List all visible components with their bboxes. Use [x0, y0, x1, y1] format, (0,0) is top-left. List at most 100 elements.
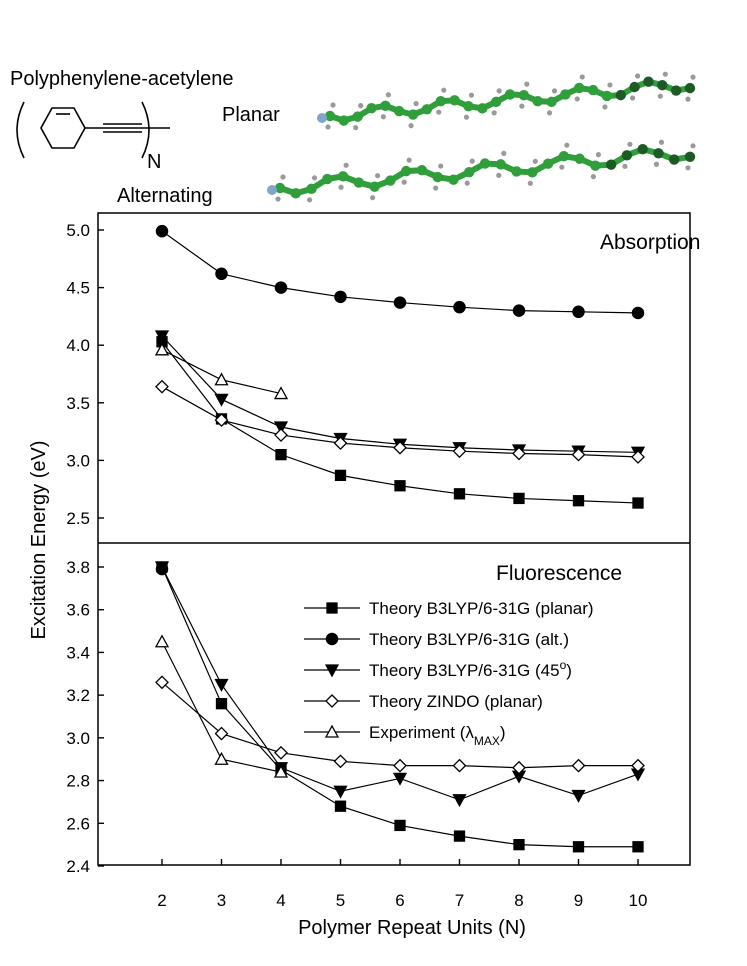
carbon-atom — [394, 105, 405, 117]
carbon-atom — [449, 95, 460, 106]
repeat-label: N — [147, 151, 161, 173]
data-point — [394, 480, 406, 492]
hydrogen-atom — [353, 125, 359, 131]
carbon-atom — [306, 183, 317, 195]
hydrogen-atom — [627, 141, 633, 147]
x-tick-label: 4 — [276, 891, 285, 910]
hydrogen-atom — [463, 114, 470, 120]
data-point — [571, 447, 586, 462]
legend-item-4: Theory ZINDO (planar) — [304, 692, 543, 711]
y-tick-label: 3.2 — [66, 686, 90, 705]
hydrogen-atom — [436, 109, 442, 115]
carbon-atom — [653, 148, 664, 159]
x-tick-label: 8 — [514, 891, 523, 910]
data-point — [631, 306, 645, 320]
carbon-atom — [369, 181, 380, 192]
y-tick-label: 5.0 — [66, 221, 90, 240]
hydrogen-atom — [385, 92, 391, 98]
carbon-atom — [490, 96, 502, 108]
hydrogen-atom — [413, 101, 419, 107]
hydrogen-atom — [657, 93, 663, 99]
carbon-atom — [605, 159, 617, 170]
hydrogen-atom — [325, 124, 331, 130]
series-experiment-max — [154, 342, 289, 400]
data-point — [631, 758, 645, 773]
hydrogen-atom — [630, 95, 636, 101]
legend-item-2: Theory B3LYP/6-31G (alt.) — [304, 630, 569, 649]
hydrogen-atom — [501, 150, 507, 156]
y-axis-title: Excitation Energy (eV) — [28, 441, 50, 640]
hydrogen-atom — [532, 158, 538, 164]
hydrogen-atom — [468, 92, 475, 98]
carbon-atom — [574, 82, 585, 94]
y-tick-label: 3.4 — [66, 643, 90, 662]
hydrogen-atom — [370, 195, 376, 201]
carbon-atom — [324, 110, 336, 122]
data-point — [154, 561, 170, 575]
phenyl-ring — [40, 107, 86, 149]
hydrogen-atom — [464, 180, 470, 186]
hydrogen-atom — [401, 179, 407, 185]
legend-marker — [325, 694, 339, 708]
data-point — [155, 379, 169, 394]
data-point — [453, 830, 466, 842]
carbon-atom — [590, 160, 601, 171]
data-point — [155, 224, 169, 238]
data-point — [274, 745, 288, 760]
data-point — [154, 342, 170, 356]
panel-fluorescence-series — [154, 561, 646, 853]
carbon-atom — [542, 158, 554, 169]
carbon-atom — [684, 151, 696, 163]
hydrogen-atom — [380, 114, 386, 120]
data-point — [333, 785, 348, 799]
legend-label-sup: o — [560, 658, 567, 672]
plot-border — [97, 212, 691, 866]
legend-label: Theory ZINDO (planar) — [369, 692, 543, 711]
hydrogen-atom — [375, 173, 381, 179]
legend-item-3: Theory B3LYP/6-31G (45o) — [304, 658, 572, 680]
hydrogen-atom — [524, 81, 530, 87]
data-point — [215, 698, 228, 710]
right-bracket — [141, 101, 150, 159]
carbon-atom — [574, 153, 585, 164]
x-tick-label: 10 — [629, 891, 648, 910]
series-theory-zindo-planar — [155, 379, 645, 464]
series-experiment-max — [154, 634, 289, 778]
carbon-atom — [380, 100, 391, 111]
carbon-atom — [400, 165, 412, 177]
data-point — [154, 634, 170, 648]
hydrogen-atom — [406, 157, 412, 163]
data-point — [273, 386, 289, 400]
legend-marker — [325, 632, 339, 646]
carbon-atom — [322, 173, 333, 185]
data-point — [274, 428, 288, 442]
data-point — [214, 393, 229, 407]
data-point — [452, 758, 467, 773]
hydrogen-atom — [602, 104, 608, 110]
hydrogen-atom — [433, 185, 439, 191]
data-point — [214, 372, 229, 386]
carbon-atom — [337, 171, 349, 182]
series-line — [161, 349, 282, 395]
data-point — [572, 841, 585, 853]
series-theory-b3lyp-6-31g-45 — [154, 330, 646, 460]
data-point — [334, 800, 347, 812]
data-point — [453, 488, 466, 500]
data-point — [572, 305, 585, 319]
carbon-atom — [518, 89, 530, 101]
end-group-atom — [267, 185, 277, 195]
hydrogen-atom — [685, 165, 691, 171]
data-point — [214, 678, 229, 692]
carbon-atom — [546, 96, 557, 108]
legend-item-1: Theory B3LYP/6-31G (planar) — [304, 599, 594, 618]
carbon-atom — [477, 103, 488, 114]
end-group-atom — [317, 113, 327, 123]
carbon-atom — [353, 177, 365, 188]
data-point — [512, 446, 526, 461]
hydrogen-atom — [408, 123, 414, 129]
carbon-atom — [448, 174, 459, 185]
hydrogen-atom — [280, 174, 286, 180]
hydrogen-atom — [275, 196, 281, 202]
data-point — [571, 789, 586, 803]
data-point — [334, 469, 347, 482]
